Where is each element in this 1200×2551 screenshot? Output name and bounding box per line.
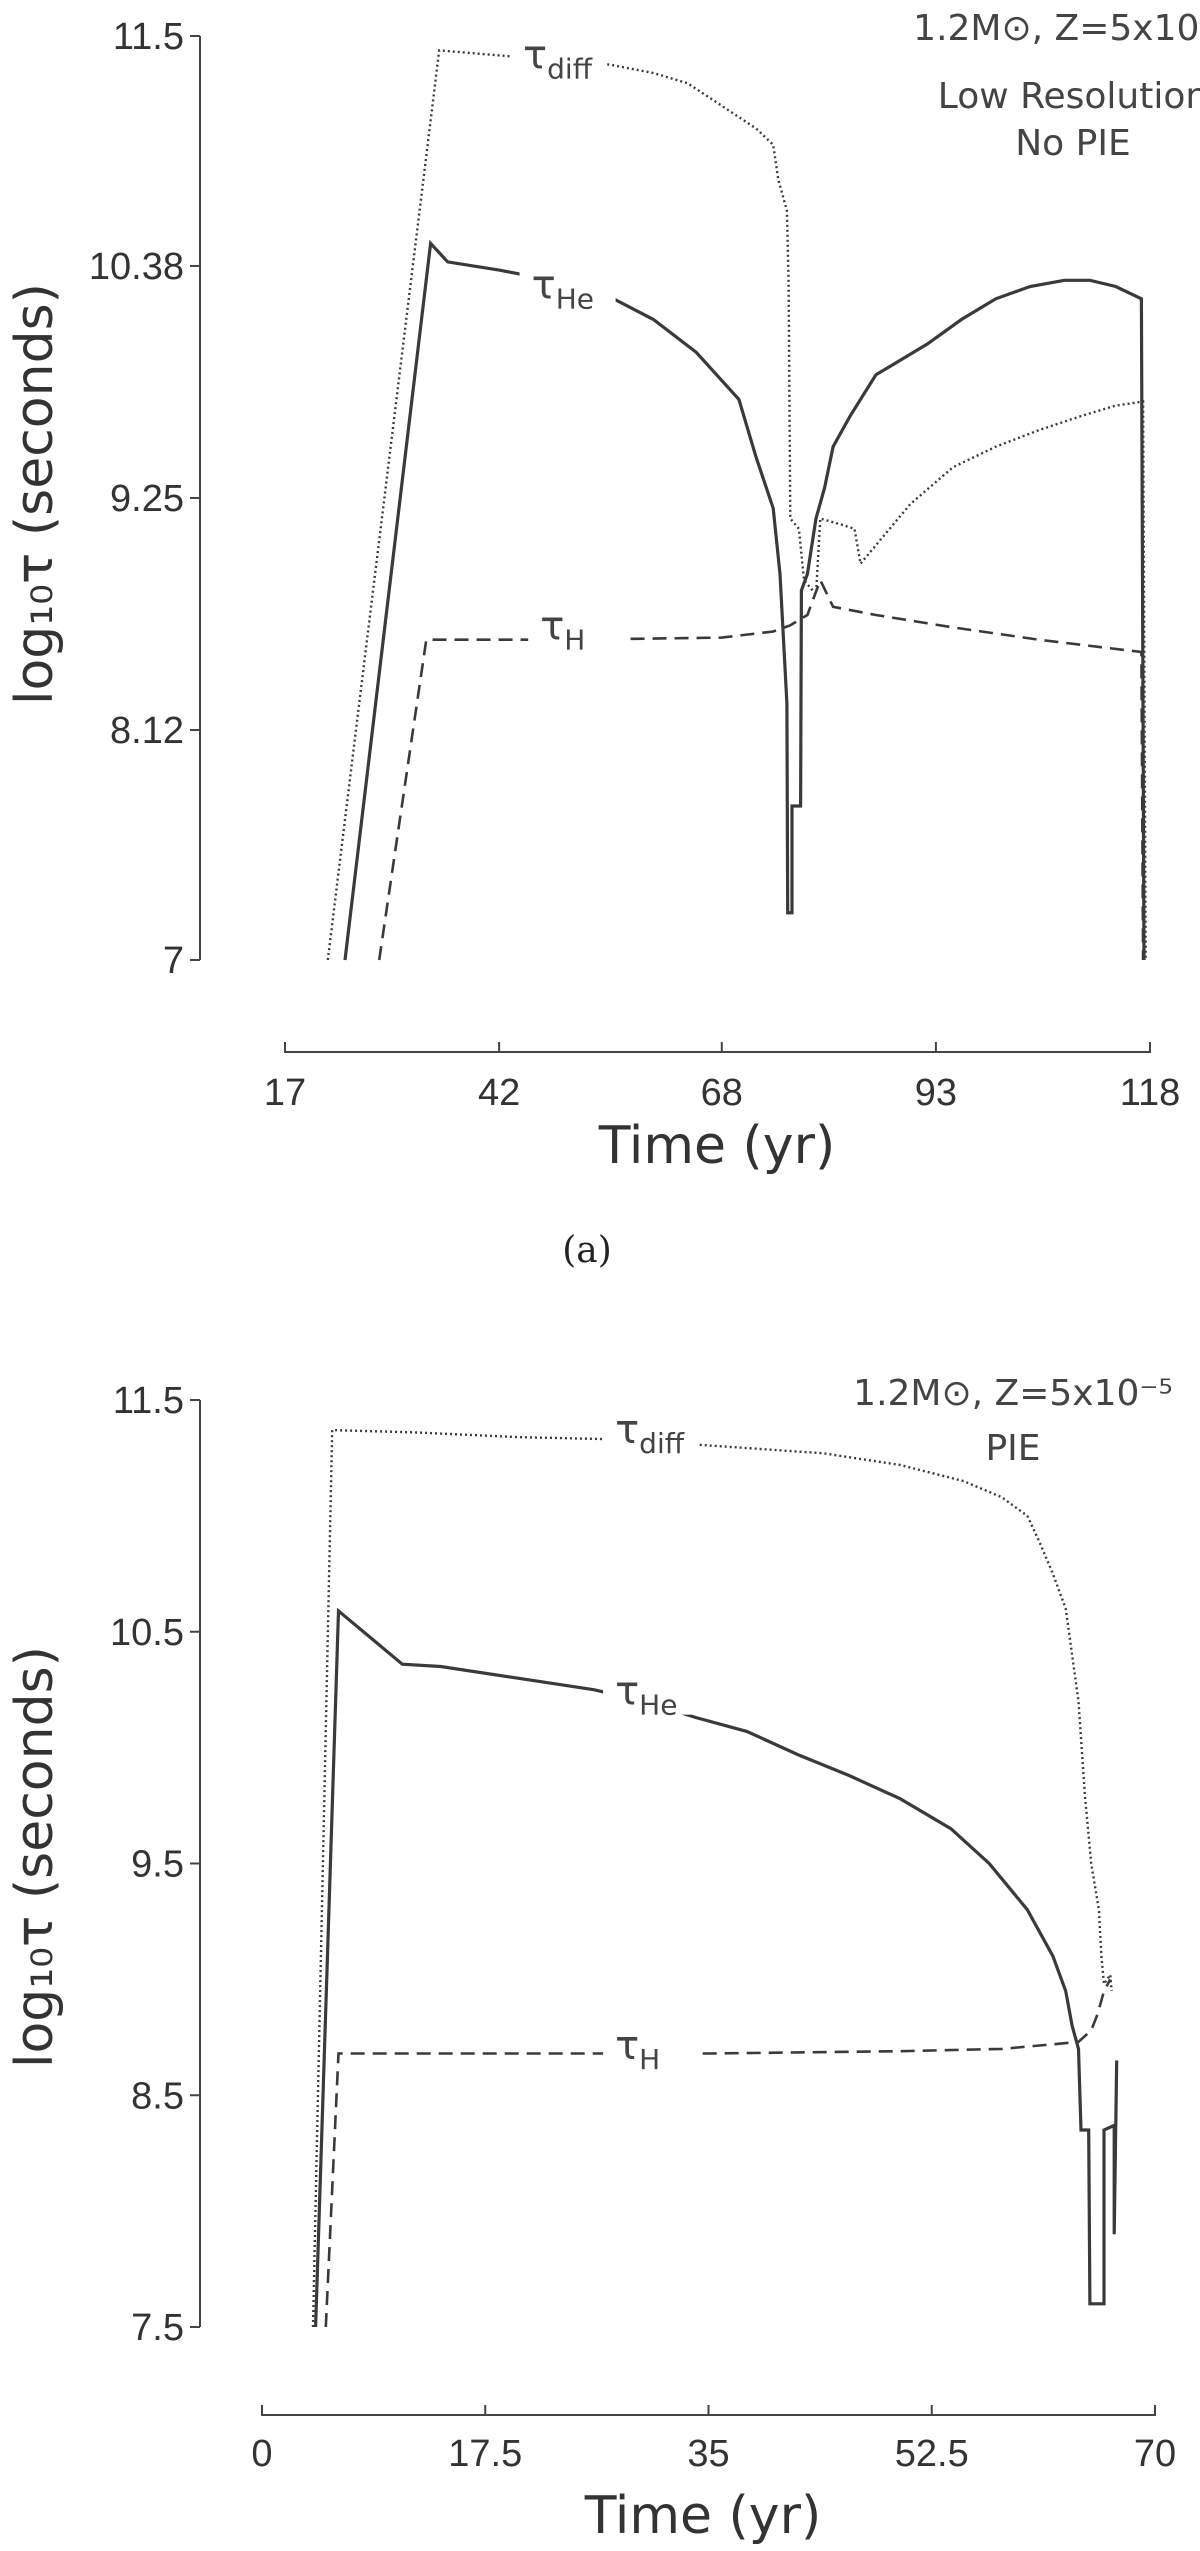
x-tick-label: 0 — [251, 2433, 272, 2475]
panel-a-chart: 11.5 10.38 9.25 8.12 7 17 42 68 93 118 τdiff τHe τH… — [5, 8, 1200, 1176]
series-line-he — [343, 239, 1146, 961]
y-tick-label: 9.25 — [110, 478, 184, 520]
series-line-diff — [326, 49, 1147, 961]
curve-label-diff: τdiff — [615, 1407, 685, 1460]
panel-b-y-axis-label: log₁₀τ (seconds) — [5, 1646, 65, 2068]
y-tick-label: 11.5 — [113, 1380, 184, 1422]
curve-label-background — [603, 2015, 700, 2070]
x-tick-label: 17.5 — [448, 2433, 522, 2475]
x-tick-label: 68 — [701, 1072, 743, 1114]
series-line-he — [314, 1607, 1119, 2328]
y-tick-label: 8.5 — [131, 2075, 184, 2117]
curve-label-he: τHe — [532, 263, 594, 316]
x-tick-label: 52.5 — [895, 2433, 969, 2475]
panel-a-annotation: 1.2M⊙, Z=5x10⁻⁵ Low Resolution No PIE — [913, 8, 1200, 164]
panel-b-chart: 11.510.59.58.57.50 17.5 35 52.5 70 τdiffτHeτ… — [5, 1373, 1176, 2546]
panel-a-annotation-line-2: Low Resolution — [938, 76, 1200, 117]
series-line-diff — [311, 1428, 1113, 2328]
panel-b-x-axis-label: Time (yr) — [584, 2486, 822, 2546]
panel-a-x-axis-label: Time (yr) — [598, 1116, 836, 1176]
x-tick-label: 118 — [1120, 1072, 1181, 1114]
y-tick-label: 10.5 — [110, 1612, 184, 1654]
x-tick-label: 42 — [478, 1072, 520, 1114]
curve-label-h: τH — [540, 603, 585, 656]
curve-label-diff: τdiff — [523, 33, 593, 86]
panel-a-y-axis-label: log₁₀τ (seconds) — [5, 283, 65, 705]
panel-a-curve-labels: τdiff τHe τH — [511, 24, 625, 656]
curve-label-background — [603, 1398, 700, 1453]
x-tick-label: 93 — [915, 1072, 957, 1114]
y-tick-label: 11.5 — [113, 16, 184, 58]
y-tick-label: 7.5 — [131, 2307, 184, 2349]
panel-b-annotation-line-1: 1.2M⊙, Z=5x10⁻⁵ — [853, 1373, 1173, 1414]
curve-label-he: τHe — [615, 1669, 677, 1722]
curve-label-background — [511, 24, 608, 79]
panel-b-axes: 11.5 10.5 9.5 8.5 7.5 0 17.5 35 52.5 70 — [110, 1380, 1176, 2475]
panel-b-annotation-line-2: PIE — [985, 1428, 1040, 1469]
panel-a-series — [326, 49, 1147, 961]
y-tick-label: 7 — [163, 940, 184, 982]
x-tick-label: 17 — [264, 1072, 306, 1114]
panel-b-series — [311, 1428, 1119, 2328]
panel-a-annotation-line-3: No PIE — [1015, 123, 1130, 164]
y-tick-label: 10.38 — [89, 246, 184, 288]
curve-label-background — [603, 1660, 700, 1715]
panel-b-annotation: 1.2M⊙, Z=5x10⁻⁵ PIE — [853, 1373, 1173, 1469]
panel-a-axes: 11.5 10.38 9.25 8.12 7 17 42 68 93 118 — [89, 16, 1180, 1114]
curve-label-background — [528, 595, 625, 650]
series-line-h — [377, 576, 1145, 961]
panel-a-annotation-line-1: 1.2M⊙, Z=5x10⁻⁵ — [913, 8, 1200, 49]
panel-a-caption: (a) — [562, 1230, 612, 1271]
x-tick-label: 35 — [687, 2433, 729, 2475]
y-tick-label: 8.12 — [110, 710, 184, 752]
series-line-h — [324, 1978, 1112, 2328]
y-tick-label: 9.5 — [131, 1844, 184, 1886]
x-tick-label: 70 — [1134, 2433, 1176, 2475]
curve-label-background — [519, 254, 616, 309]
panel-b-curve-labels: τdiff τHe τH — [603, 1398, 700, 2076]
curve-label-h: τH — [615, 2023, 660, 2076]
